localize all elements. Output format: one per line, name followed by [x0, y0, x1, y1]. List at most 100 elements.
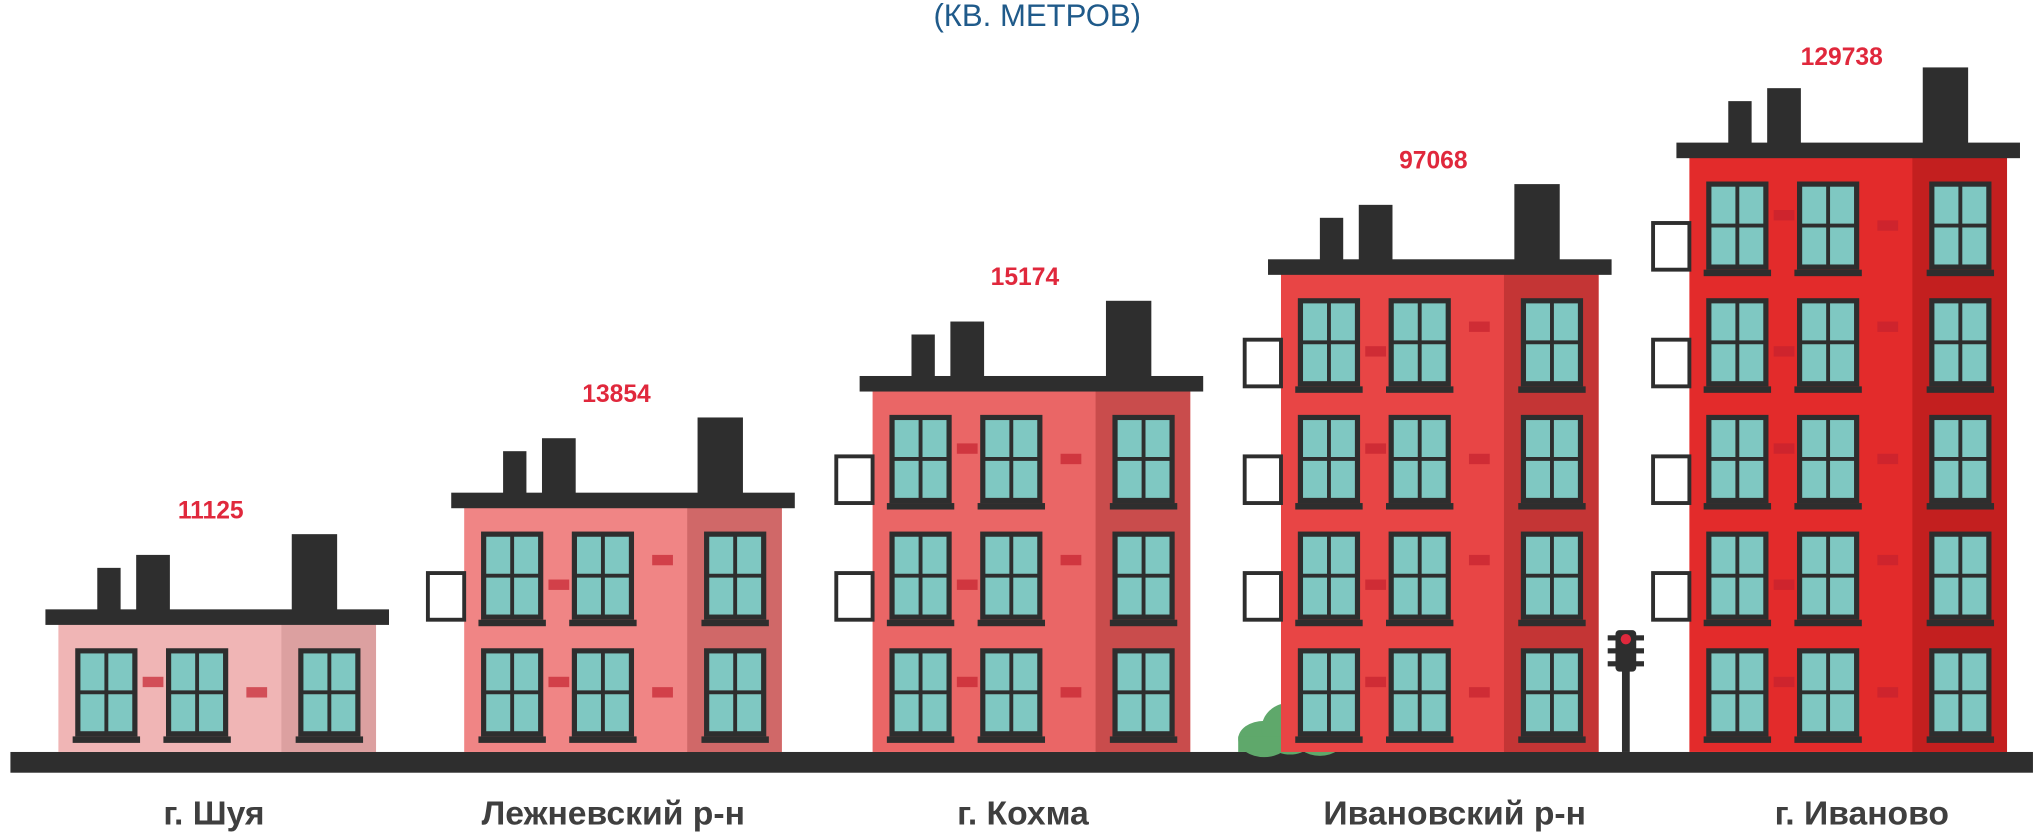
sill — [1704, 386, 1771, 392]
sill — [1295, 736, 1362, 742]
brick — [1774, 346, 1795, 356]
chimney — [1320, 218, 1343, 265]
sill — [1927, 620, 1994, 626]
chimney — [911, 334, 934, 381]
sill — [1386, 386, 1453, 392]
building — [836, 301, 1203, 752]
sill — [887, 503, 954, 509]
brick — [652, 687, 673, 697]
sill — [1295, 620, 1362, 626]
brick — [1469, 322, 1490, 332]
brick — [652, 555, 673, 565]
brick — [1365, 346, 1386, 356]
building — [428, 417, 795, 751]
sill — [701, 736, 768, 742]
district-label: г. Иваново — [1775, 795, 1949, 833]
balcony — [428, 573, 464, 620]
traffic-light — [1608, 630, 1644, 752]
balcony — [836, 456, 872, 503]
brick — [1061, 687, 1082, 697]
brick — [246, 687, 267, 697]
brick — [1365, 677, 1386, 687]
sill — [978, 736, 1045, 742]
building — [1653, 67, 2020, 752]
balcony — [836, 573, 872, 620]
brick — [1877, 454, 1898, 464]
sill — [1704, 503, 1771, 509]
sill — [1386, 503, 1453, 509]
sill — [1927, 386, 1994, 392]
chimney — [1767, 88, 1801, 148]
brick — [1774, 580, 1795, 590]
sill — [1704, 270, 1771, 276]
chimney — [950, 322, 984, 382]
sill — [1794, 736, 1861, 742]
district-label: Ивановский р-н — [1323, 795, 1586, 833]
chimney — [1923, 67, 1968, 147]
brick — [548, 677, 569, 687]
building — [45, 534, 389, 752]
title: (КВ. МЕТРОВ) — [933, 0, 1141, 33]
value-label: 15174 — [991, 264, 1060, 291]
sill — [1518, 386, 1585, 392]
sill — [1518, 503, 1585, 509]
chimney — [1106, 301, 1151, 381]
sill — [1794, 503, 1861, 509]
brick — [957, 443, 978, 453]
balcony — [1653, 573, 1689, 620]
brick — [1877, 687, 1898, 697]
value-label: 129738 — [1801, 44, 1883, 71]
building — [1245, 184, 1612, 752]
sill — [701, 620, 768, 626]
brick — [957, 580, 978, 590]
sill — [1704, 620, 1771, 626]
sill — [1386, 620, 1453, 626]
brick — [1365, 580, 1386, 590]
brick — [1774, 443, 1795, 453]
sill — [569, 620, 636, 626]
brick — [957, 677, 978, 687]
chimney — [503, 451, 526, 498]
sill — [1295, 386, 1362, 392]
value-label: 97068 — [1399, 148, 1467, 175]
sill — [569, 736, 636, 742]
value-label: 11125 — [178, 498, 244, 525]
brick — [1774, 210, 1795, 220]
brick — [1469, 555, 1490, 565]
sill — [1110, 503, 1177, 509]
brick — [1061, 454, 1082, 464]
brick — [1774, 677, 1795, 687]
sill — [1518, 736, 1585, 742]
chimney — [292, 534, 337, 614]
sill — [163, 736, 230, 742]
brick — [1877, 322, 1898, 332]
sill — [1704, 736, 1771, 742]
chimney — [698, 417, 743, 497]
sill — [73, 736, 140, 742]
chimney — [1514, 184, 1559, 264]
sill — [478, 620, 545, 626]
brick — [548, 580, 569, 590]
infographic: (КВ. МЕТРОВ) 11125г. Шуя13854Лежневский … — [0, 0, 2033, 833]
brick — [1365, 443, 1386, 453]
brick — [1469, 454, 1490, 464]
sill — [1110, 620, 1177, 626]
roof — [45, 609, 389, 625]
roof — [451, 493, 795, 509]
sill — [1927, 736, 1994, 742]
sill — [296, 736, 363, 742]
brick — [143, 677, 164, 687]
brick — [1877, 555, 1898, 565]
brick — [1877, 220, 1898, 230]
brick — [1469, 687, 1490, 697]
roof — [1268, 259, 1612, 275]
sill — [1794, 270, 1861, 276]
district-label: г. Шуя — [163, 795, 264, 833]
balcony — [1653, 340, 1689, 387]
sill — [1794, 620, 1861, 626]
balcony — [1245, 456, 1281, 503]
sill — [1927, 270, 1994, 276]
sill — [978, 503, 1045, 509]
sill — [1927, 503, 1994, 509]
sill — [1295, 503, 1362, 509]
